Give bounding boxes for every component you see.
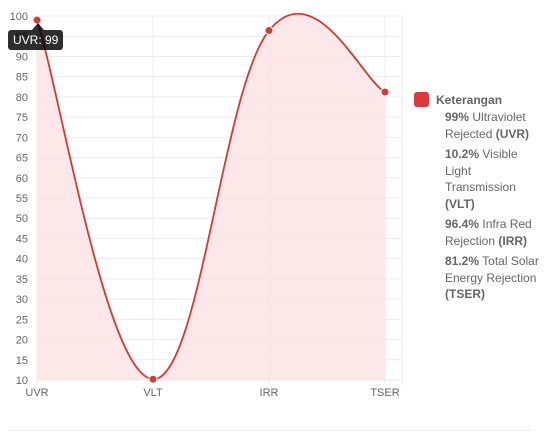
x-tick-label: VLT <box>143 387 163 399</box>
legend-items: 99% Ultraviolet Rejected (UVR) 10.2% Vis… <box>445 109 544 303</box>
series-area-fill <box>37 13 385 381</box>
y-tick-label: 30 <box>16 294 28 306</box>
legend-item-text: Total Solar Energy Rejection <box>445 254 539 285</box>
tooltip: UVR: 99 <box>8 30 64 50</box>
legend-header[interactable]: Keterangan <box>414 92 544 107</box>
data-point-vlt[interactable] <box>148 374 158 384</box>
legend-item-code: (TSER) <box>445 287 485 301</box>
y-tick-label: 70 <box>16 132 28 144</box>
legend-title: Keterangan <box>436 92 503 107</box>
y-tick-label: 40 <box>16 254 28 266</box>
series-points <box>32 15 390 384</box>
data-point-tser[interactable] <box>380 87 390 97</box>
y-tick-label: 90 <box>16 51 28 63</box>
legend-item-value: 10.2% <box>445 147 480 161</box>
y-tick-label: 35 <box>16 274 28 286</box>
legend: Keterangan 99% Ultraviolet Rejected (UVR… <box>414 92 544 307</box>
tooltip-arrow <box>32 23 44 30</box>
legend-item-tser: 81.2% Total Solar Energy Rejection (TSER… <box>445 253 544 303</box>
legend-item-value: 81.2% <box>445 254 480 268</box>
x-axis-ticks: UVR VLT IRR TSER <box>25 387 399 399</box>
x-tick-label: UVR <box>25 387 48 399</box>
legend-item-vlt: 10.2% Visible Light Transmission (VLT) <box>445 146 544 212</box>
y-tick-label: 10 <box>16 375 28 387</box>
y-axis-ticks: 101520253035404550556065707580859095100 <box>10 11 28 387</box>
y-tick-label: 75 <box>16 112 28 124</box>
y-tick-label: 85 <box>16 72 28 84</box>
y-tick-label: 45 <box>16 233 28 245</box>
y-tick-label: 25 <box>16 314 28 326</box>
legend-swatch <box>414 92 429 107</box>
legend-item-text: Visible Light Transmission <box>445 147 518 194</box>
y-tick-label: 65 <box>16 153 28 165</box>
legend-item-uvr: 99% Ultraviolet Rejected (UVR) <box>445 109 544 142</box>
x-tick-label: IRR <box>260 387 279 399</box>
y-tick-label: 55 <box>16 193 28 205</box>
legend-item-code: (IRR) <box>498 233 528 248</box>
legend-item-value: 96.4% <box>445 217 480 231</box>
y-tick-label: 100 <box>10 11 28 23</box>
legend-item-value: 99% <box>445 110 470 124</box>
y-tick-label: 50 <box>16 213 28 225</box>
data-point-irr[interactable] <box>264 26 274 36</box>
legend-item-text: Ultraviolet Rejected <box>445 110 526 141</box>
y-tick-label: 60 <box>16 173 28 185</box>
legend-item-text: Infra Red Rejection <box>445 217 532 248</box>
x-tick-label: TSER <box>370 387 399 399</box>
legend-item-code: (UVR) <box>495 126 530 141</box>
legend-item-irr: 96.4% Infra Red Rejection (IRR) <box>445 216 544 249</box>
y-tick-label: 15 <box>16 355 28 367</box>
legend-item-code: (VLT) <box>445 196 475 211</box>
y-tick-label: 80 <box>16 92 28 104</box>
y-tick-label: 20 <box>16 335 28 347</box>
series-line <box>36 12 386 381</box>
bottom-divider <box>8 430 532 431</box>
